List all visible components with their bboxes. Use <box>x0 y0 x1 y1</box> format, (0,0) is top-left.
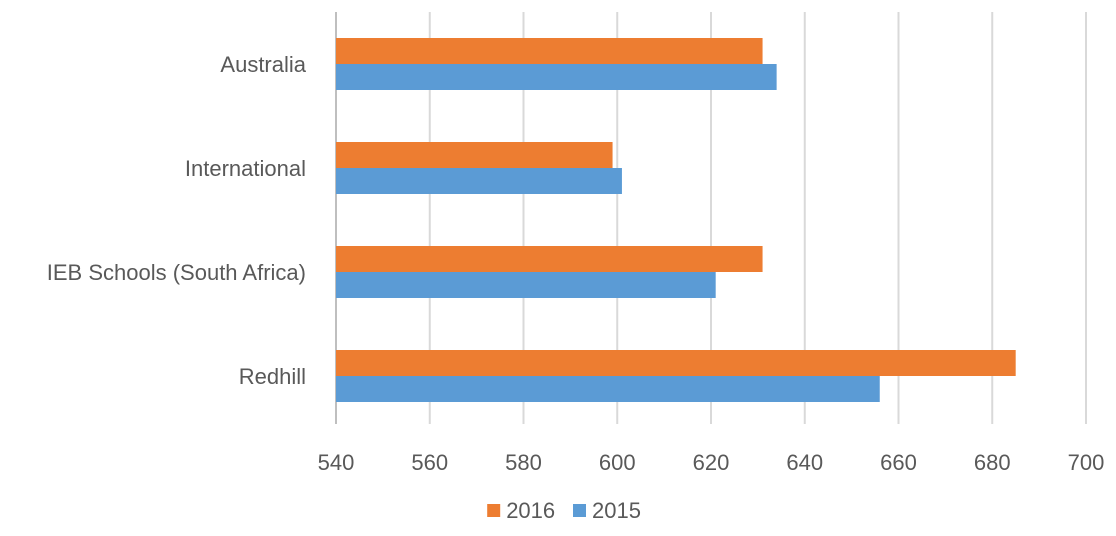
bar-ieb-schools-south-africa-2015 <box>336 272 716 298</box>
legend: 2016 2015 <box>487 498 641 523</box>
x-tick-label-600: 600 <box>599 450 636 475</box>
x-tick-label-660: 660 <box>880 450 917 475</box>
x-tick-label-680: 680 <box>974 450 1011 475</box>
legend-label-2016: 2016 <box>506 498 555 523</box>
x-tick-label-560: 560 <box>411 450 448 475</box>
bars <box>336 38 1016 402</box>
category-label-redhill: Redhill <box>239 364 306 389</box>
category-label-ieb-schools-south-africa: IEB Schools (South Africa) <box>47 260 306 285</box>
bar-redhill-2015 <box>336 376 880 402</box>
x-tick-label-540: 540 <box>318 450 355 475</box>
x-tick-label-620: 620 <box>693 450 730 475</box>
category-labels: Australia International IEB Schools (South… <box>47 52 307 389</box>
bar-australia-2016 <box>336 38 763 64</box>
x-tick-label-640: 640 <box>786 450 823 475</box>
legend-swatch-2016 <box>487 504 501 517</box>
category-label-australia: Australia <box>220 52 306 77</box>
x-tick-labels: 540 560 580 600 620 640 660 680 700 <box>318 450 1105 475</box>
x-tick-label-580: 580 <box>505 450 542 475</box>
bar-redhill-2016 <box>336 350 1016 376</box>
legend-label-2015: 2015 <box>592 498 641 523</box>
bar-international-2016 <box>336 142 613 168</box>
bar-international-2015 <box>336 168 622 194</box>
category-label-international: International <box>185 156 306 181</box>
bar-australia-2015 <box>336 64 777 90</box>
bar-ieb-schools-south-africa-2016 <box>336 246 763 272</box>
x-tick-label-700: 700 <box>1068 450 1105 475</box>
legend-swatch-2015 <box>573 504 586 517</box>
